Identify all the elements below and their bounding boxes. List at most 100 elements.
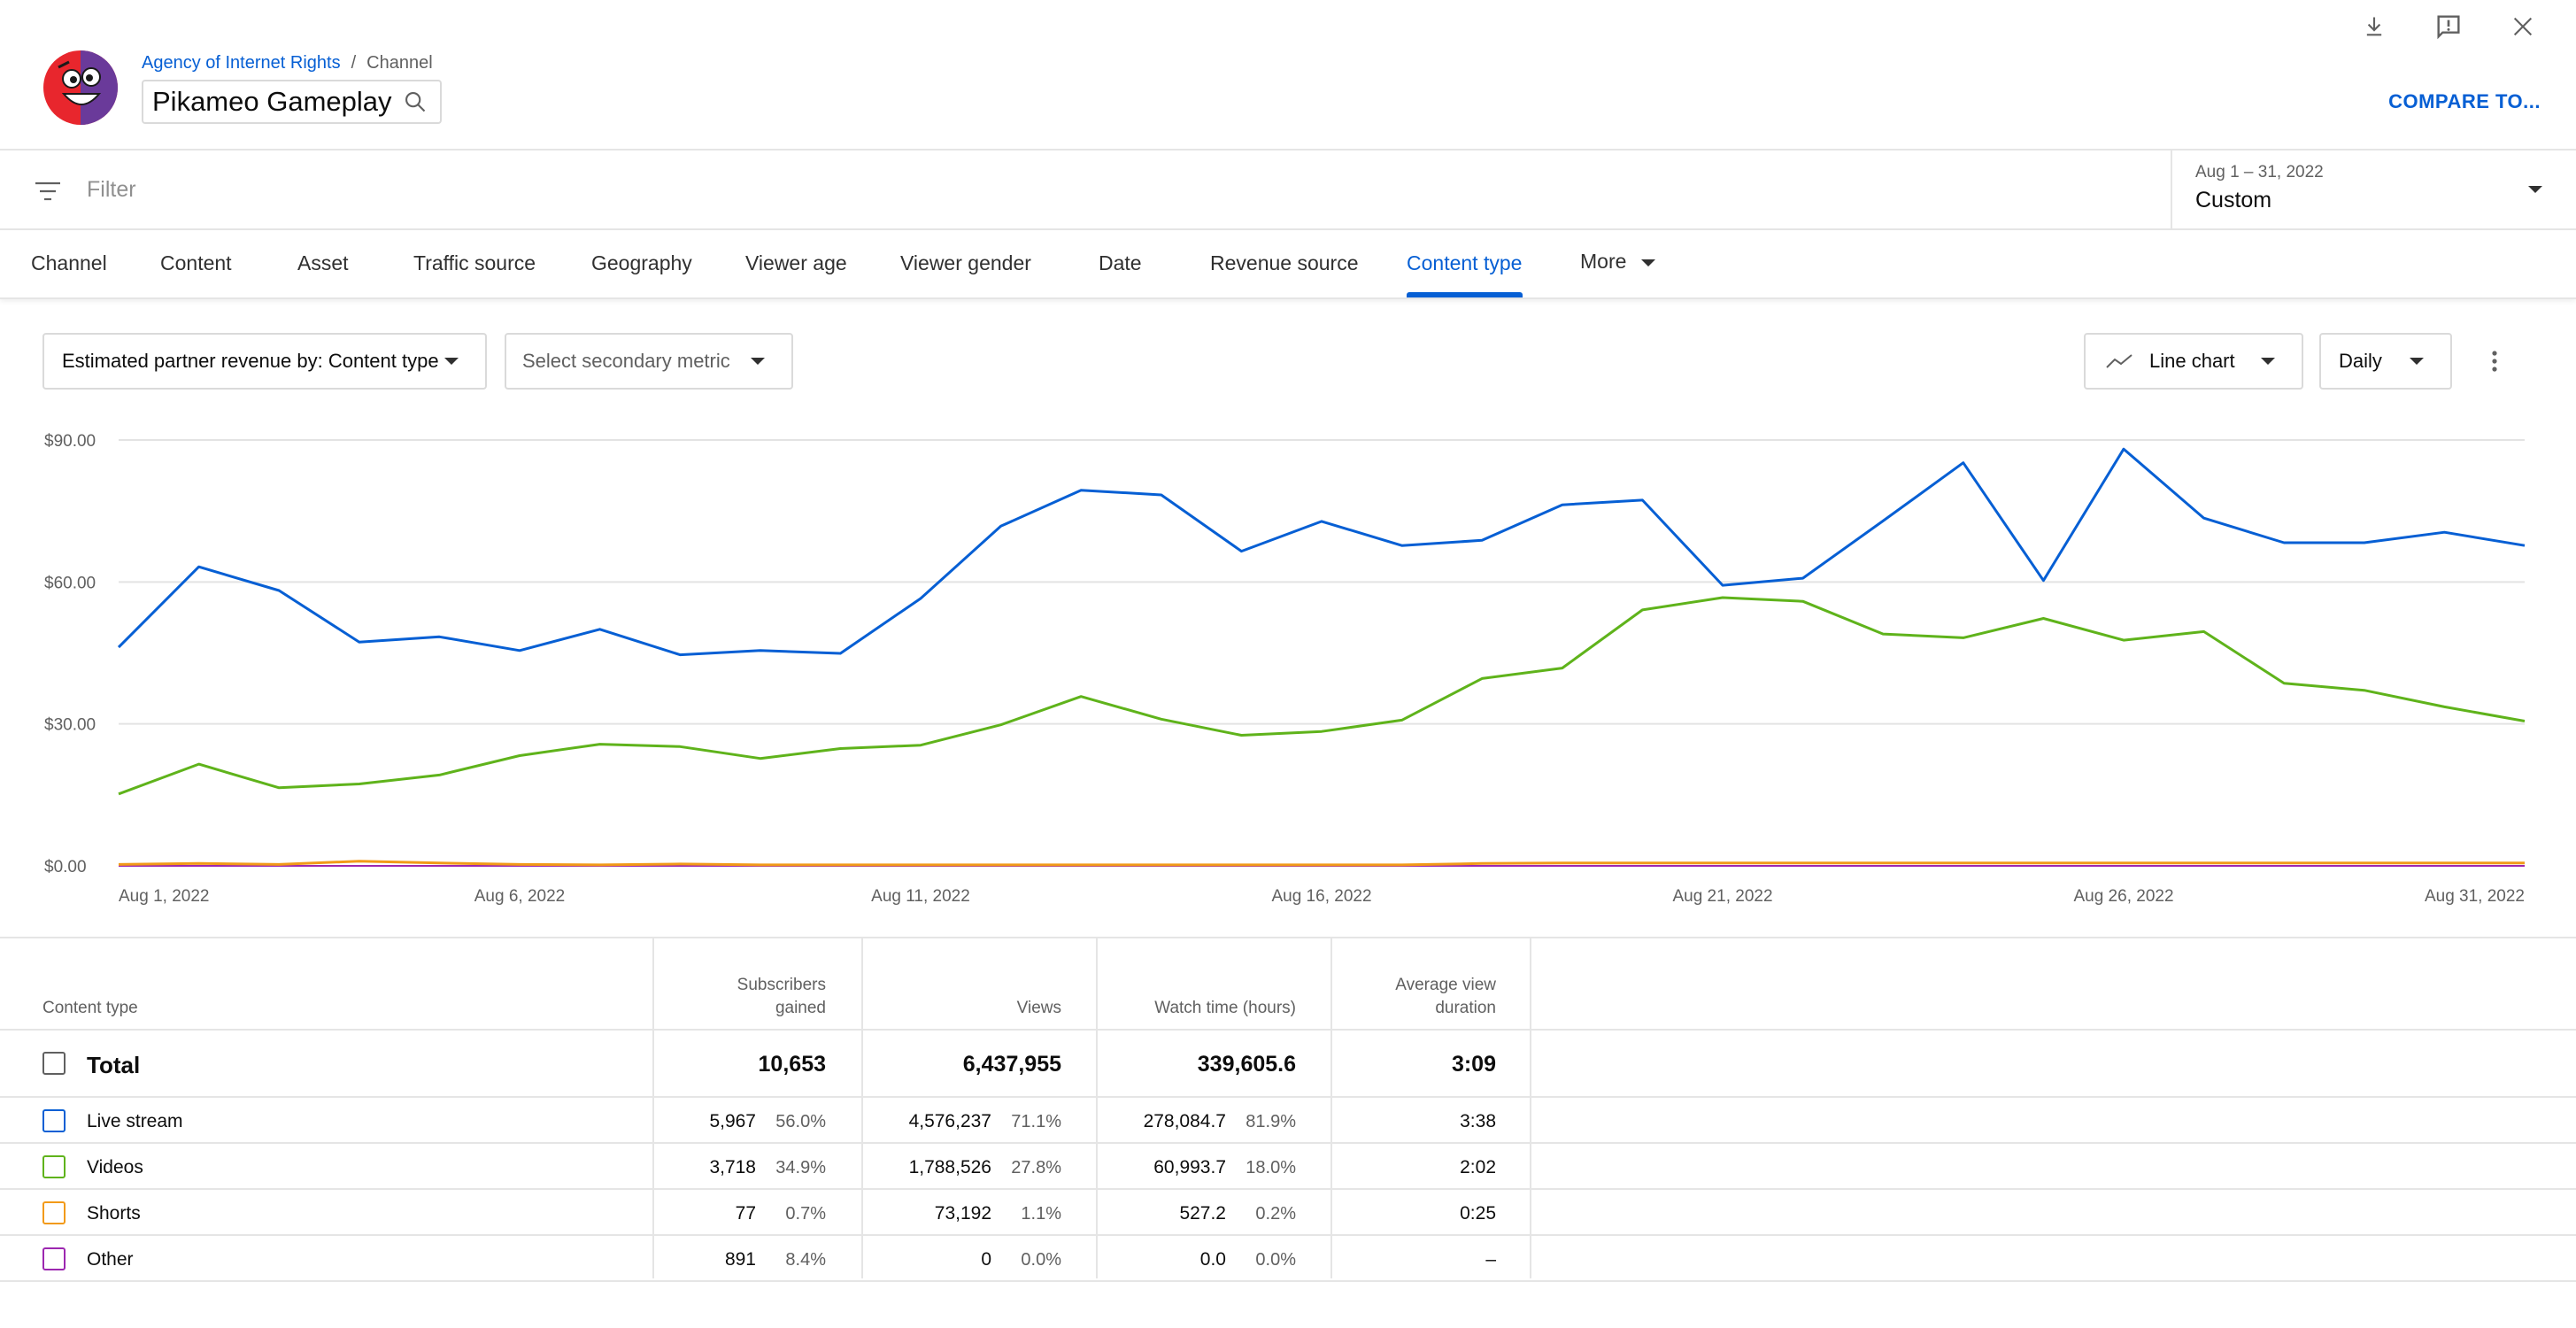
avg-duration-value: – (1485, 1249, 1496, 1270)
views-pct: 71.1% (1011, 1112, 1061, 1131)
y-tick-label: $60.00 (44, 574, 96, 592)
subscribers-pct: 34.9% (775, 1158, 826, 1177)
top-actions (2356, 9, 2541, 44)
x-tick-label: Aug 31, 2022 (2425, 887, 2525, 906)
secondary-metric-select[interactable]: Select secondary metric (505, 333, 793, 390)
total-avg-duration: 3:09 (1451, 1052, 1496, 1077)
header-average-view-duration[interactable]: Average view duration (1395, 974, 1496, 1020)
header-views[interactable]: Views (1016, 999, 1061, 1017)
avg-duration-value: 2:02 (1460, 1157, 1496, 1177)
watch-time-pct: 81.9% (1246, 1112, 1296, 1131)
subscribers-pct: 0.7% (785, 1204, 826, 1224)
search-icon[interactable] (403, 89, 428, 114)
caret-down-icon (751, 358, 765, 365)
watch-time-value: 278,084.7 (1143, 1111, 1226, 1131)
total-watch-time: 339,605.6 (1197, 1052, 1296, 1077)
table-row-videos: Videos 3,718 34.9% 1,788,526 27.8% 60,99… (0, 1144, 2576, 1190)
primary-metric-select[interactable]: Estimated partner revenue by: Content ty… (42, 333, 487, 390)
more-options-icon[interactable] (2479, 345, 2510, 377)
date-range-picker[interactable]: Aug 1 – 31, 2022 Custom (2171, 151, 2576, 230)
filter-input[interactable]: Filter (87, 177, 136, 202)
breadcrumb-link[interactable]: Agency of Internet Rights (142, 53, 341, 73)
subscribers-value: 3,718 (709, 1157, 756, 1177)
avg-duration-value: 0:25 (1460, 1203, 1496, 1224)
tab-content-type[interactable]: Content type (1407, 251, 1523, 274)
channel-name: Pikameo Gameplay (152, 86, 392, 117)
views-pct: 27.8% (1011, 1158, 1061, 1177)
column-divider (652, 937, 654, 1278)
tab-geography[interactable]: Geography (591, 251, 692, 274)
channel-avatar[interactable] (42, 50, 119, 126)
table-row-shorts: Shorts 77 0.7% 73,192 1.1% 527.2 0.2% 0:… (0, 1190, 2576, 1236)
header-content-type[interactable]: Content type (42, 999, 138, 1017)
subscribers-value: 891 (724, 1249, 756, 1270)
header-subscribers-gained[interactable]: Subscribers gained (737, 974, 826, 1020)
compare-to-button[interactable]: COMPARE TO... (2388, 90, 2541, 112)
caret-down-icon (444, 358, 459, 365)
channel-selector[interactable]: Pikameo Gameplay (142, 80, 442, 124)
x-tick-label: Aug 16, 2022 (1271, 887, 1371, 906)
tab-date[interactable]: Date (1099, 251, 1142, 274)
shorts-checkbox[interactable] (42, 1201, 66, 1224)
tab-content[interactable]: Content (160, 251, 232, 274)
y-tick-label: $0.00 (44, 858, 87, 876)
download-icon[interactable] (2356, 9, 2392, 44)
live-stream-checkbox[interactable] (42, 1109, 66, 1132)
y-tick-label: $90.00 (44, 432, 96, 451)
granularity-select[interactable]: Daily (2319, 333, 2452, 390)
tab-channel[interactable]: Channel (31, 251, 107, 274)
header-avg-line2: duration (1435, 999, 1496, 1017)
total-views: 6,437,955 (962, 1052, 1061, 1077)
x-tick-label: Aug 21, 2022 (1672, 887, 1772, 906)
tab-viewer-age[interactable]: Viewer age (745, 251, 847, 274)
y-tick-label: $30.00 (44, 716, 96, 735)
x-tick-label: Aug 1, 2022 (119, 887, 209, 906)
chart-type-select[interactable]: Line chart (2084, 333, 2303, 390)
breadcrumb-current: Channel (366, 53, 433, 73)
tab-traffic-source[interactable]: Traffic source (413, 251, 536, 274)
series-line-live-stream[interactable] (117, 447, 2526, 657)
total-subscribers: 10,653 (758, 1052, 826, 1077)
caret-down-icon (2410, 358, 2424, 365)
watch-time-pct: 18.0% (1246, 1158, 1296, 1177)
row-label: Other (87, 1249, 134, 1270)
views-value: 1,788,526 (908, 1157, 991, 1177)
table-header-row: Content type Subscribers gained Views Wa… (0, 938, 2576, 1031)
table-row-total: Total 10,653 6,437,955 339,605.6 3:09 (0, 1031, 2576, 1098)
date-range-label: Aug 1 – 31, 2022 (2195, 163, 2324, 181)
filter-icon[interactable] (34, 179, 62, 204)
subscribers-pct: 56.0% (775, 1112, 826, 1131)
chart-type-label: Line chart (2149, 350, 2235, 372)
tab-revenue-source[interactable]: Revenue source (1210, 251, 1359, 274)
videos-checkbox[interactable] (42, 1155, 66, 1178)
watch-time-pct: 0.0% (1255, 1250, 1296, 1270)
other-checkbox[interactable] (42, 1247, 66, 1270)
caret-down-icon (2261, 358, 2275, 365)
tab-viewer-gender[interactable]: Viewer gender (900, 251, 1031, 274)
breadcrumb-separator: / (351, 53, 357, 73)
tab-more[interactable]: More (1580, 250, 1657, 274)
caret-down-icon (1640, 259, 1655, 266)
line-chart-icon (2106, 354, 2133, 368)
close-icon[interactable] (2505, 9, 2541, 44)
total-label: Total (87, 1052, 141, 1078)
x-tick-label: Aug 11, 2022 (871, 887, 970, 906)
column-divider (1096, 937, 1098, 1278)
row-label: Videos (87, 1157, 143, 1177)
series-line-shorts[interactable] (118, 860, 2525, 867)
feedback-icon[interactable] (2431, 9, 2466, 44)
total-checkbox[interactable] (42, 1052, 66, 1075)
watch-time-value: 60,993.7 (1153, 1157, 1226, 1177)
series-line-videos[interactable] (118, 596, 2526, 796)
subscribers-pct: 8.4% (785, 1250, 826, 1270)
row-label: Live stream (87, 1111, 183, 1131)
subscribers-value: 5,967 (709, 1111, 756, 1131)
content-type-table: Content type Subscribers gained Views Wa… (0, 937, 2576, 1282)
tab-more-label: More (1580, 250, 1627, 273)
page-header: Agency of Internet Rights / Channel Pikame… (0, 0, 2576, 151)
views-value: 4,576,237 (908, 1111, 991, 1131)
tab-asset[interactable]: Asset (297, 251, 349, 274)
header-watch-time[interactable]: Watch time (hours) (1154, 999, 1296, 1017)
filter-bar: Filter Aug 1 – 31, 2022 Custom (0, 151, 2576, 230)
active-tab-indicator (1407, 292, 1523, 297)
